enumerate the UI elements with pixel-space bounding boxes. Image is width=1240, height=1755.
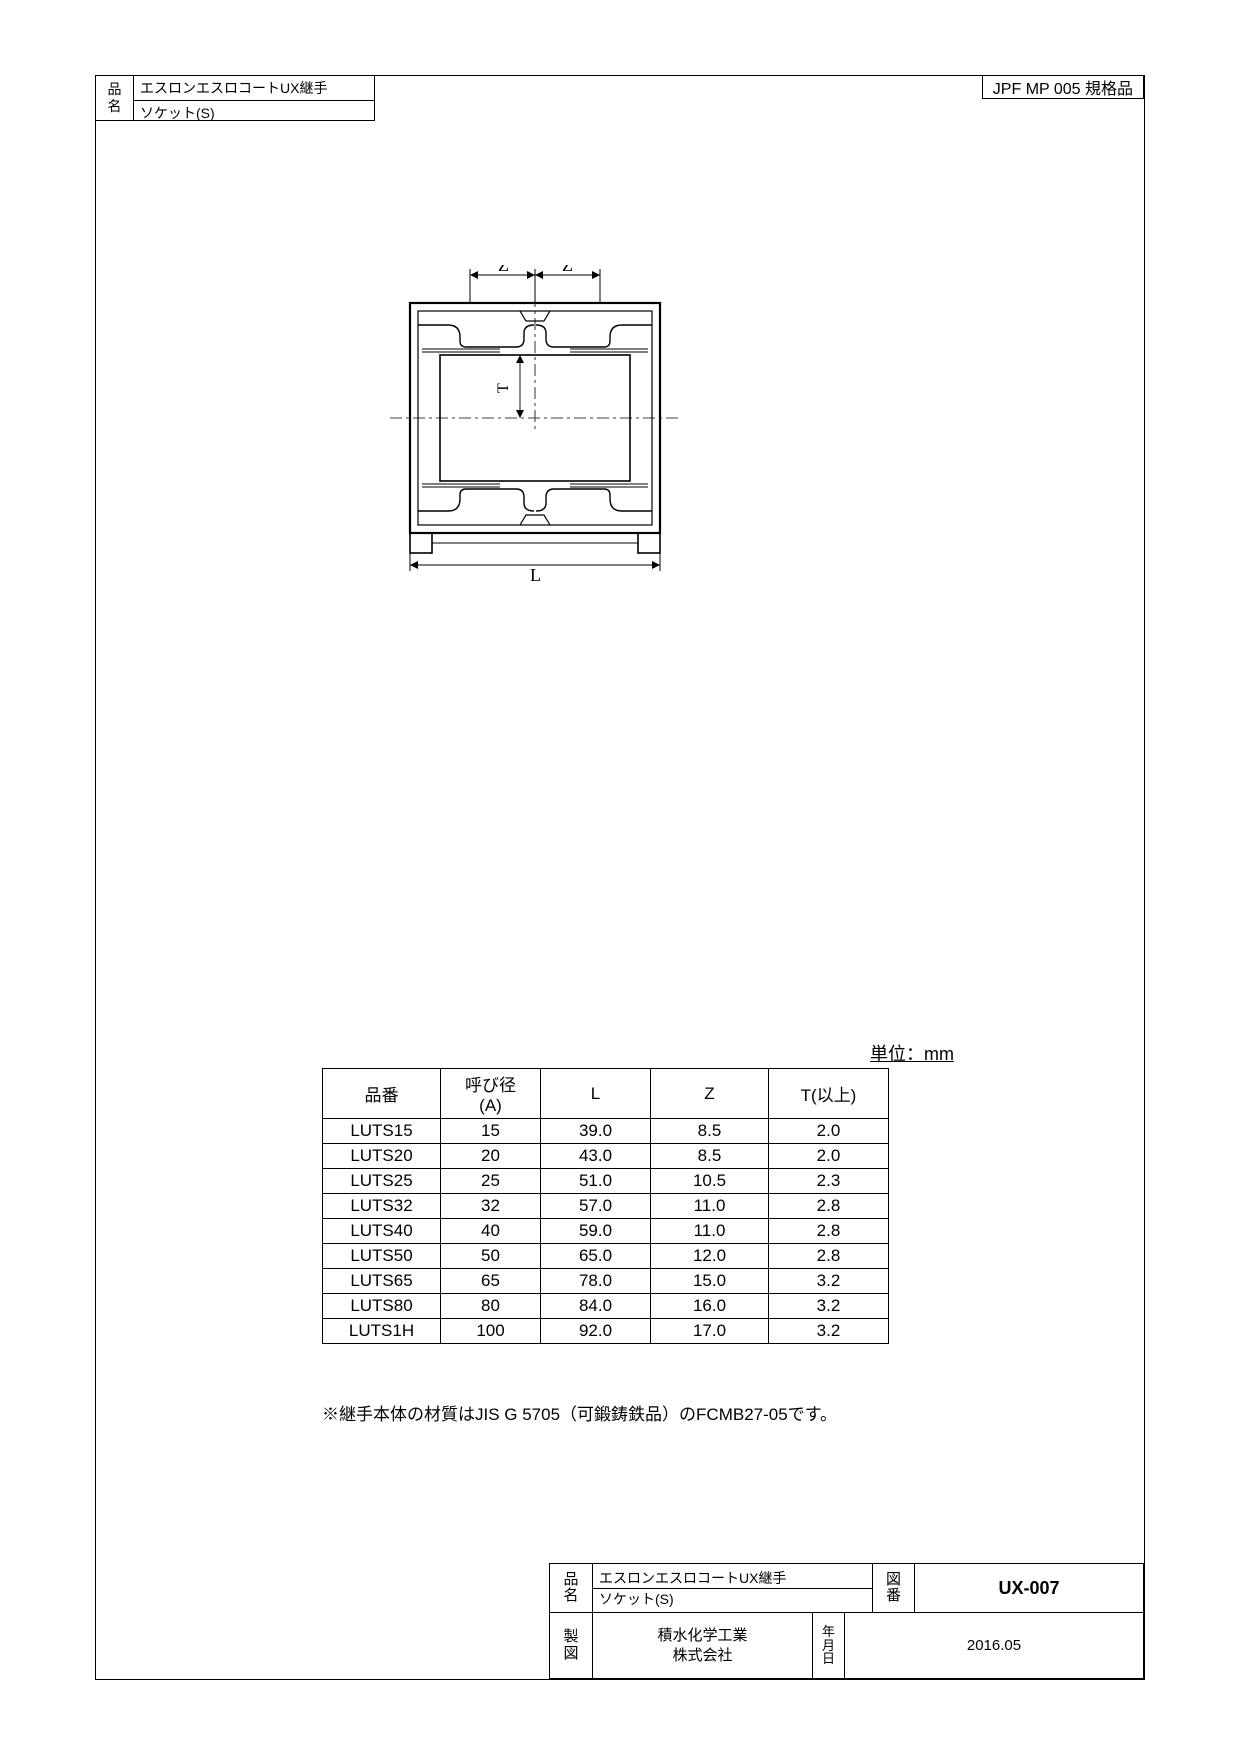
cell: 12.0 (651, 1244, 769, 1269)
cell: 65 (441, 1269, 541, 1294)
cell: 3.2 (769, 1269, 889, 1294)
table-body: LUTS151539.08.52.0LUTS202043.08.52.0LUTS… (323, 1119, 889, 1344)
socket-diagram: Z Z (370, 265, 700, 585)
cell: 51.0 (541, 1169, 651, 1194)
title-block: 品 名 エスロンエスロコートUX継手 ソケット(S) 図 番 UX-007 製 … (549, 1563, 1144, 1679)
standard-code: JPF MP 005 規格品 (982, 75, 1144, 99)
cell: LUTS65 (323, 1269, 441, 1294)
cell: 11.0 (651, 1219, 769, 1244)
table-row: LUTS1H10092.017.03.2 (323, 1319, 889, 1344)
header-name-block: 品 名 エスロンエスロコートUX継手 ソケット(S) (95, 75, 375, 121)
cell: LUTS15 (323, 1119, 441, 1144)
svg-text:Z: Z (562, 265, 573, 275)
cell: 15.0 (651, 1269, 769, 1294)
cell: 2.3 (769, 1169, 889, 1194)
cell: 15 (441, 1119, 541, 1144)
spec-table: 品番 呼び径(A) L Z T(以上) LUTS151539.08.52.0LU… (322, 1068, 889, 1344)
cell: 50 (441, 1244, 541, 1269)
cell: LUTS1H (323, 1319, 441, 1344)
cell: 2.8 (769, 1244, 889, 1269)
cell: 25 (441, 1169, 541, 1194)
col-z: Z (651, 1069, 769, 1119)
cell: 65.0 (541, 1244, 651, 1269)
cell: 78.0 (541, 1269, 651, 1294)
cell: 8.5 (651, 1144, 769, 1169)
material-footnote: ※継手本体の材質はJIS G 5705（可鍛鋳鉄品）のFCMB27-05です。 (322, 1400, 837, 1425)
tb-drawing-label: 図 番 (872, 1564, 914, 1612)
cell: LUTS20 (323, 1144, 441, 1169)
table-row: LUTS202043.08.52.0 (323, 1144, 889, 1169)
cell: LUTS40 (323, 1219, 441, 1244)
cell: 43.0 (541, 1144, 651, 1169)
col-nominal: 呼び径(A) (441, 1069, 541, 1119)
cell: LUTS80 (323, 1294, 441, 1319)
cell: 2.0 (769, 1119, 889, 1144)
cell: LUTS50 (323, 1244, 441, 1269)
cell: 11.0 (651, 1194, 769, 1219)
tb-date-label: 年 月 日 (812, 1613, 844, 1678)
cell: 92.0 (541, 1319, 651, 1344)
cell: 32 (441, 1194, 541, 1219)
tb-name-value: エスロンエスロコートUX継手 ソケット(S) (592, 1564, 872, 1612)
label-char: 品 (108, 81, 122, 98)
table-row: LUTS505065.012.02.8 (323, 1244, 889, 1269)
cell: LUTS25 (323, 1169, 441, 1194)
cell: 39.0 (541, 1119, 651, 1144)
table-row: LUTS656578.015.03.2 (323, 1269, 889, 1294)
table-row: LUTS323257.011.02.8 (323, 1194, 889, 1219)
svg-text:Z: Z (498, 265, 509, 275)
cell: 2.0 (769, 1144, 889, 1169)
cell: 17.0 (651, 1319, 769, 1344)
cell: 2.8 (769, 1219, 889, 1244)
cell: 10.5 (651, 1169, 769, 1194)
header-name-label: 品 名 (96, 76, 134, 120)
unit-label: 単位：mm (870, 1040, 954, 1066)
cell: 20 (441, 1144, 541, 1169)
cell: 3.2 (769, 1319, 889, 1344)
col-t: T(以上) (769, 1069, 889, 1119)
tb-drawing-no: UX-007 (914, 1564, 1143, 1612)
cell: 16.0 (651, 1294, 769, 1319)
col-l: L (541, 1069, 651, 1119)
table-header-row: 品番 呼び径(A) L Z T(以上) (323, 1069, 889, 1119)
table-row: LUTS808084.016.03.2 (323, 1294, 889, 1319)
cell: LUTS32 (323, 1194, 441, 1219)
tb-company: 積水化学工業 株式会社 (592, 1613, 812, 1678)
cell: 2.8 (769, 1194, 889, 1219)
cell: 84.0 (541, 1294, 651, 1319)
cell: 8.5 (651, 1119, 769, 1144)
cell: 100 (441, 1319, 541, 1344)
table-row: LUTS404059.011.02.8 (323, 1219, 889, 1244)
cell: 57.0 (541, 1194, 651, 1219)
header-product-series: エスロンエスロコートUX継手 (134, 76, 374, 101)
svg-text:L: L (530, 565, 541, 585)
tb-date: 2016.05 (844, 1613, 1143, 1678)
cell: 80 (441, 1294, 541, 1319)
label-char: 名 (108, 98, 122, 115)
cell: 59.0 (541, 1219, 651, 1244)
cell: 3.2 (769, 1294, 889, 1319)
svg-text:T: T (495, 383, 512, 393)
col-partno: 品番 (323, 1069, 441, 1119)
table-row: LUTS151539.08.52.0 (323, 1119, 889, 1144)
table-row: LUTS252551.010.52.3 (323, 1169, 889, 1194)
page: 品 名 エスロンエスロコートUX継手 ソケット(S) JPF MP 005 規格… (0, 0, 1240, 1755)
header-product-name: ソケット(S) (134, 101, 374, 125)
tb-mfg-label: 製 図 (550, 1613, 592, 1678)
tb-name-label: 品 名 (550, 1564, 592, 1612)
cell: 40 (441, 1219, 541, 1244)
